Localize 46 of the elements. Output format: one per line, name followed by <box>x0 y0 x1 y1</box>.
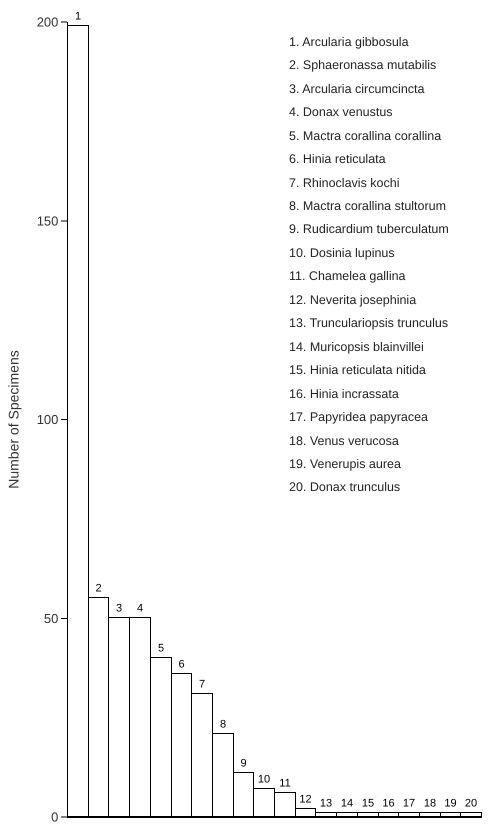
x-tick-label: 6 <box>178 658 185 670</box>
x-tick-label: 16 <box>382 798 395 810</box>
annotation: 15. Hinia reticulata nitida <box>289 363 426 377</box>
annotation: 19. Venerupis aurea <box>289 457 401 471</box>
x-tick-label: 1 <box>74 10 82 22</box>
x-tick-label: 13 <box>320 798 332 810</box>
x-tick-label: 8 <box>220 718 226 730</box>
x-tick-label: 10 <box>258 774 270 786</box>
x-tick-label: 12 <box>299 794 312 806</box>
y-tick-label: 150 <box>36 213 58 228</box>
y-tick-label: 100 <box>36 412 58 428</box>
x-tick-label: 4 <box>136 602 144 614</box>
annotation: 17. Papyridea papyracea <box>289 410 428 424</box>
annotation: 4. Donax venustus <box>289 105 393 119</box>
x-tick-label: 3 <box>116 602 122 614</box>
annotation: 13. Trunculariopsis trunculus <box>289 316 448 330</box>
x-tick-label: 20 <box>464 798 478 810</box>
annotation: 1. Arcularia gibbosula <box>289 35 409 49</box>
x-tick-label: 2 <box>95 582 102 594</box>
x-tick-label: 14 <box>340 798 354 810</box>
annotation: 11. Chamelea gallina <box>289 269 406 283</box>
annotation: 20. Donax trunculus <box>289 480 400 494</box>
x-tick-label: 9 <box>240 758 247 770</box>
annotation: 3. Arcularia circumcincta <box>289 82 425 96</box>
x-tick-label: 18 <box>424 798 436 810</box>
annotation: 14. Muricopsis blainvillei <box>289 340 424 354</box>
annotation: 7. Rhinoclavis kochi <box>289 176 400 190</box>
y-tick-label: 200 <box>36 14 58 30</box>
annotation: 8. Mactra corallina stultorum <box>289 199 446 213</box>
x-tick-label: 15 <box>362 798 374 810</box>
y-tick-label: 50 <box>44 610 58 626</box>
annotation: 10. Dosinia lupinus <box>289 246 395 260</box>
x-tick-label: 17 <box>402 798 416 810</box>
annotation: 5. Mactra corallina corallina <box>289 129 442 143</box>
y-axis-title: Number of Specimens <box>5 350 22 489</box>
annotation: 6. Hinia reticulata <box>289 152 386 166</box>
annotation: 9. Rudicardium tuberculatum <box>289 222 449 236</box>
x-tick-label: 19 <box>444 798 457 810</box>
y-tick-label: 0 <box>51 810 58 825</box>
x-tick-label: 11 <box>279 778 291 790</box>
x-tick-label: 7 <box>198 678 206 690</box>
annotation: 16. Hinia incrassata <box>289 387 399 401</box>
annotation: 18. Venus verucosa <box>289 434 399 448</box>
x-tick-label: 5 <box>158 642 164 654</box>
annotation: 2. Sphaeronassa mutabilis <box>289 58 436 72</box>
annotation: 12. Neverita josephinia <box>289 293 416 307</box>
